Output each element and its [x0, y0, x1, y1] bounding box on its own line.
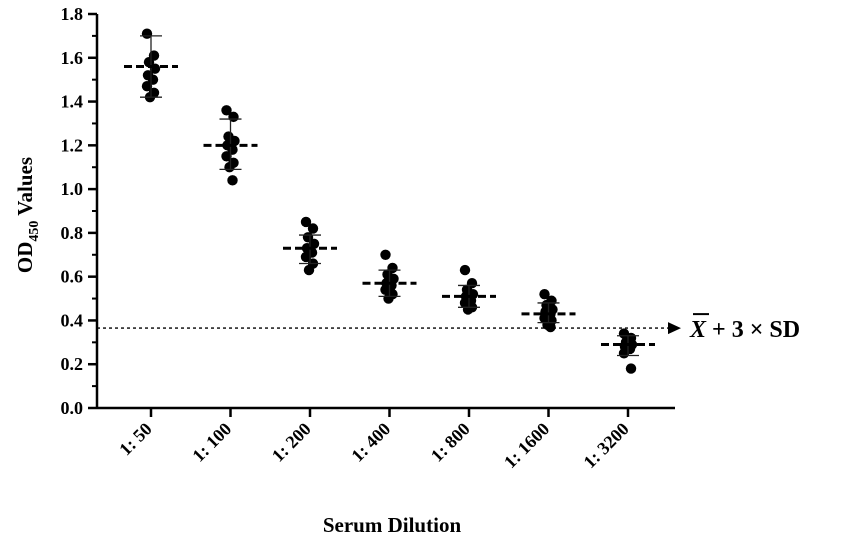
- y-tick-label: 0.4: [61, 310, 84, 330]
- data-point: [221, 105, 232, 116]
- y-tick-label: 0.0: [61, 398, 84, 418]
- x-tick-label: 1: 800: [427, 419, 474, 466]
- data-point: [539, 288, 550, 300]
- data-point: [380, 249, 391, 260]
- y-tick-label: 1.2: [61, 135, 84, 155]
- x-tick-label: 1: 400: [347, 419, 394, 466]
- data-point: [227, 175, 238, 186]
- y-tick-label: 1.4: [61, 92, 84, 112]
- x-tick-label: 1: 100: [188, 419, 235, 466]
- cutoff-line-group: X + 3 × SD: [97, 313, 800, 343]
- data-point: [307, 223, 319, 234]
- y-tick-label: 1.8: [61, 4, 84, 24]
- y-tick-label: 1.6: [61, 48, 84, 68]
- x-axis-title: Serum Dilution: [323, 513, 462, 537]
- x-tick-label: 1: 50: [115, 419, 156, 460]
- data-point: [462, 304, 474, 315]
- data-point: [303, 264, 315, 276]
- x-tick-label: 1: 1600: [500, 419, 553, 472]
- data-point: [300, 251, 312, 263]
- data-point: [224, 162, 235, 173]
- cutoff-arrowhead: [668, 322, 681, 335]
- data-point: [459, 264, 471, 276]
- cutoff-label-xbar: X: [689, 317, 707, 343]
- x-tick-label: 1: 200: [268, 419, 315, 466]
- y-axis-title: OD450 Values: [13, 157, 42, 273]
- y-tick-label: 1.0: [61, 179, 84, 199]
- cutoff-label: X + 3 × SD: [689, 317, 800, 343]
- y-axis-title-suffix: Values: [13, 157, 37, 221]
- data-point: [625, 363, 637, 374]
- cutoff-label-rest: + 3 × SD: [706, 317, 800, 343]
- y-tick-label: 0.8: [61, 223, 84, 243]
- data-point: [383, 293, 394, 304]
- data-point: [141, 81, 153, 92]
- y-tick-label: 0.6: [61, 267, 84, 287]
- data-point: [545, 321, 556, 333]
- data-point: [300, 216, 312, 228]
- y-axis-title-subscript: 450: [27, 221, 42, 242]
- x-tick-label: 1: 3200: [579, 419, 632, 472]
- y-tick-label: 0.2: [61, 354, 84, 374]
- data-point: [221, 151, 232, 162]
- data-marks: [124, 28, 655, 374]
- y-axis-title-main: OD: [13, 242, 37, 274]
